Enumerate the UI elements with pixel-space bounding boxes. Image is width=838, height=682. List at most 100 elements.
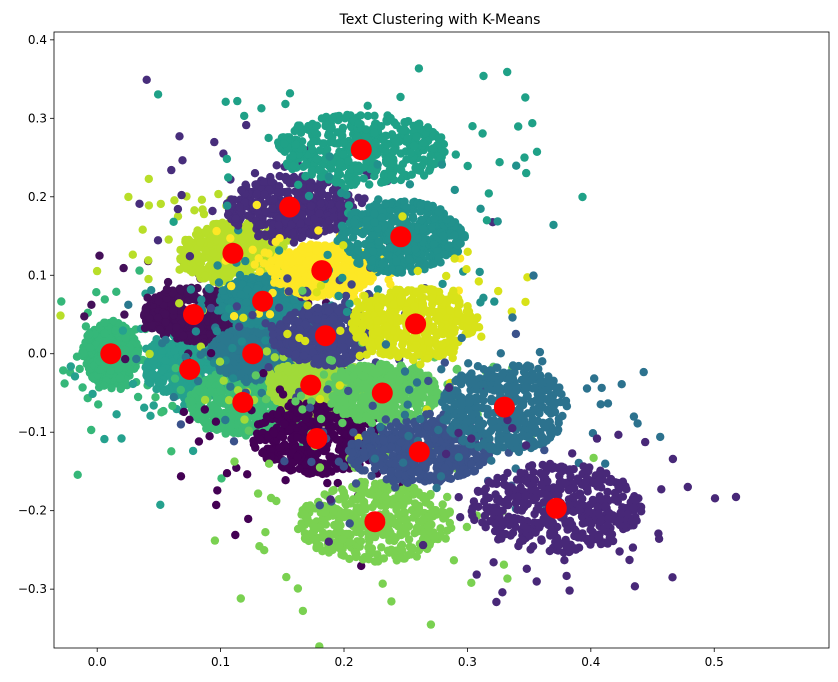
data-point xyxy=(228,343,237,353)
data-point xyxy=(326,424,336,433)
data-point xyxy=(185,415,194,424)
data-point xyxy=(327,452,336,461)
data-point xyxy=(206,387,215,396)
data-point xyxy=(241,256,250,266)
data-point xyxy=(80,312,89,321)
data-point xyxy=(88,389,97,399)
data-point xyxy=(176,285,185,294)
data-point xyxy=(145,349,154,359)
data-point xyxy=(200,271,210,280)
data-point xyxy=(128,250,137,259)
data-point xyxy=(169,306,178,315)
data-point xyxy=(295,464,304,473)
data-point xyxy=(254,231,263,241)
data-point xyxy=(261,336,270,345)
data-point xyxy=(225,364,235,373)
data-point xyxy=(60,379,69,388)
data-point xyxy=(43,363,51,371)
data-point xyxy=(173,204,183,214)
data-point xyxy=(171,364,180,373)
data-point xyxy=(157,366,167,375)
data-point xyxy=(119,263,128,273)
data-point xyxy=(112,410,121,419)
data-point xyxy=(250,169,260,178)
data-point xyxy=(120,345,130,355)
data-point xyxy=(162,294,171,303)
data-point xyxy=(216,306,225,315)
data-point xyxy=(200,405,209,414)
data-point xyxy=(216,365,225,375)
data-point xyxy=(212,500,221,510)
data-point xyxy=(133,392,143,402)
data-point xyxy=(281,476,290,485)
data-point xyxy=(92,266,102,276)
data-point xyxy=(335,200,344,210)
data-point xyxy=(115,373,125,383)
data-point xyxy=(161,317,170,327)
data-point xyxy=(255,435,265,445)
data-point xyxy=(287,375,297,384)
data-point xyxy=(140,323,150,333)
data-point xyxy=(194,437,204,446)
data-point xyxy=(132,354,141,364)
data-point xyxy=(329,212,338,222)
data-point xyxy=(218,286,227,295)
data-point xyxy=(168,357,177,367)
data-point xyxy=(284,187,293,196)
data-point xyxy=(164,235,173,244)
data-point xyxy=(243,470,252,479)
data-point xyxy=(256,239,265,248)
data-point xyxy=(306,182,315,192)
data-point xyxy=(176,472,186,481)
data-point xyxy=(162,285,172,294)
data-point xyxy=(237,337,247,346)
data-point xyxy=(235,270,245,280)
data-point xyxy=(216,386,225,395)
data-point xyxy=(184,235,194,245)
data-point xyxy=(198,416,208,425)
data-point xyxy=(0,244,8,252)
data-point xyxy=(92,288,101,297)
data-point xyxy=(167,340,176,349)
data-point xyxy=(288,228,297,238)
data-point xyxy=(170,196,179,205)
data-point xyxy=(121,333,130,342)
data-point xyxy=(324,459,333,469)
data-point xyxy=(237,186,246,195)
data-point xyxy=(152,384,161,394)
data-point xyxy=(260,190,269,199)
data-point xyxy=(267,177,276,186)
data-point xyxy=(214,407,223,416)
data-point xyxy=(240,415,249,424)
data-point xyxy=(278,390,288,399)
data-point xyxy=(79,349,88,358)
data-point xyxy=(196,350,205,359)
data-point xyxy=(146,411,155,420)
data-point xyxy=(153,236,163,245)
data-point xyxy=(247,273,257,282)
data-point xyxy=(226,382,235,391)
data-point xyxy=(124,192,133,202)
data-point xyxy=(226,421,236,431)
data-point xyxy=(107,384,116,393)
data-point xyxy=(41,375,49,383)
data-point xyxy=(334,435,344,445)
data-point xyxy=(141,308,150,317)
data-point xyxy=(318,190,327,199)
data-point xyxy=(206,401,216,410)
data-point xyxy=(224,396,234,405)
data-point xyxy=(153,313,163,322)
data-point xyxy=(118,326,128,335)
data-point xyxy=(326,411,335,420)
data-point xyxy=(100,434,109,444)
data-point xyxy=(144,256,153,265)
data-point xyxy=(100,329,109,338)
data-point xyxy=(176,245,185,255)
data-point xyxy=(70,372,80,381)
data-point xyxy=(210,137,219,147)
data-point xyxy=(219,376,228,385)
data-point xyxy=(178,156,187,165)
data-point xyxy=(191,327,201,336)
data-point xyxy=(197,295,206,304)
